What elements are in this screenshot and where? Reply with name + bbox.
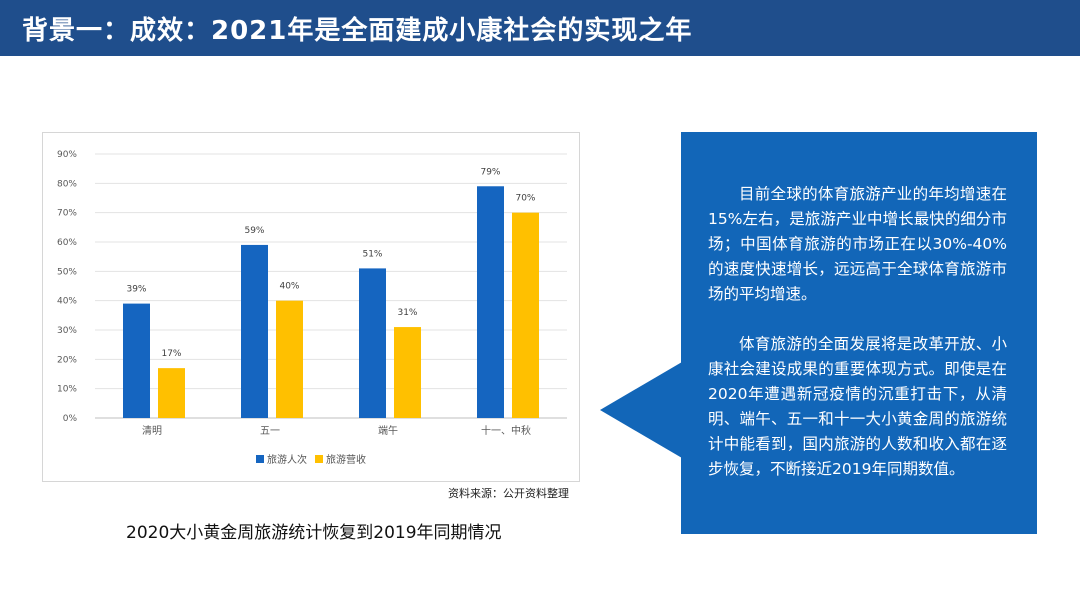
data-label: 70% <box>515 194 535 204</box>
callout-paragraph-2: 体育旅游的全面发展将是改革开放、小康社会建设成果的重要体现方式。即使是在2020… <box>708 335 1007 478</box>
y-tick-label: 60% <box>57 238 77 248</box>
bar-visitors <box>477 186 504 418</box>
y-tick-label: 0% <box>63 414 78 424</box>
x-tick-label: 端午 <box>378 424 398 437</box>
data-label: 79% <box>480 167 500 177</box>
legend-entry-visitors: 旅游人次 <box>256 451 307 466</box>
x-tick-label: 清明 <box>142 424 162 437</box>
bar-visitors <box>241 244 268 418</box>
y-tick-label: 70% <box>57 209 77 219</box>
bar-revenue <box>394 327 421 418</box>
callout-box: 目前全球的体育旅游产业的年均增速在15%左右，是旅游产业中增长最快的细分市场；中… <box>681 132 1037 534</box>
y-tick-label: 20% <box>57 355 77 365</box>
chart-caption: 2020大小黄金周旅游统计恢复到2019年同期情况 <box>126 523 502 543</box>
bar-revenue <box>512 212 539 418</box>
legend-entry-revenue: 旅游营收 <box>315 451 366 466</box>
callout-pointer <box>600 362 682 458</box>
y-tick-label: 30% <box>57 326 77 336</box>
bar-revenue <box>158 368 185 418</box>
y-tick-label: 90% <box>57 150 77 160</box>
data-label: 51% <box>362 249 382 259</box>
legend-label-visitors: 旅游人次 <box>267 455 307 466</box>
data-source-note: 资料来源：公开资料整理 <box>448 487 569 500</box>
data-label: 40% <box>279 282 299 292</box>
chart-legend: 旅游人次 旅游营收 <box>256 451 374 466</box>
x-tick-label: 十一、中秋 <box>481 424 531 437</box>
y-tick-label: 10% <box>57 385 77 395</box>
x-tick-label: 五一 <box>260 426 280 437</box>
data-label: 17% <box>161 349 181 359</box>
bar-chart: 0% 10% 20% 30% 40% 50% 60% 70% 80% 90% 39% 17% 清明 59%… <box>57 150 567 437</box>
data-label: 39% <box>126 285 146 295</box>
bar-visitors <box>359 268 386 418</box>
callout-paragraph-1: 目前全球的体育旅游产业的年均增速在15%左右，是旅游产业中增长最快的细分市场；中… <box>708 185 1007 303</box>
chart-frame: 0% 10% 20% 30% 40% 50% 60% 70% 80% 90% 39% 17% 清明 59%… <box>42 132 580 482</box>
y-tick-label: 50% <box>57 267 77 277</box>
legend-swatch-revenue <box>315 454 323 463</box>
bar-revenue <box>276 300 303 418</box>
y-tick-label: 80% <box>57 179 77 189</box>
header-bar: 背景一：成效：2021年是全面建成小康社会的实现之年 <box>0 0 1080 56</box>
legend-swatch-visitors <box>256 454 264 463</box>
bar-visitors <box>123 303 150 418</box>
data-label: 31% <box>397 308 417 318</box>
data-label: 59% <box>244 226 264 236</box>
page-title: 背景一：成效：2021年是全面建成小康社会的实现之年 <box>22 16 693 46</box>
legend-label-revenue: 旅游营收 <box>326 455 366 466</box>
y-tick-label: 40% <box>57 297 77 307</box>
